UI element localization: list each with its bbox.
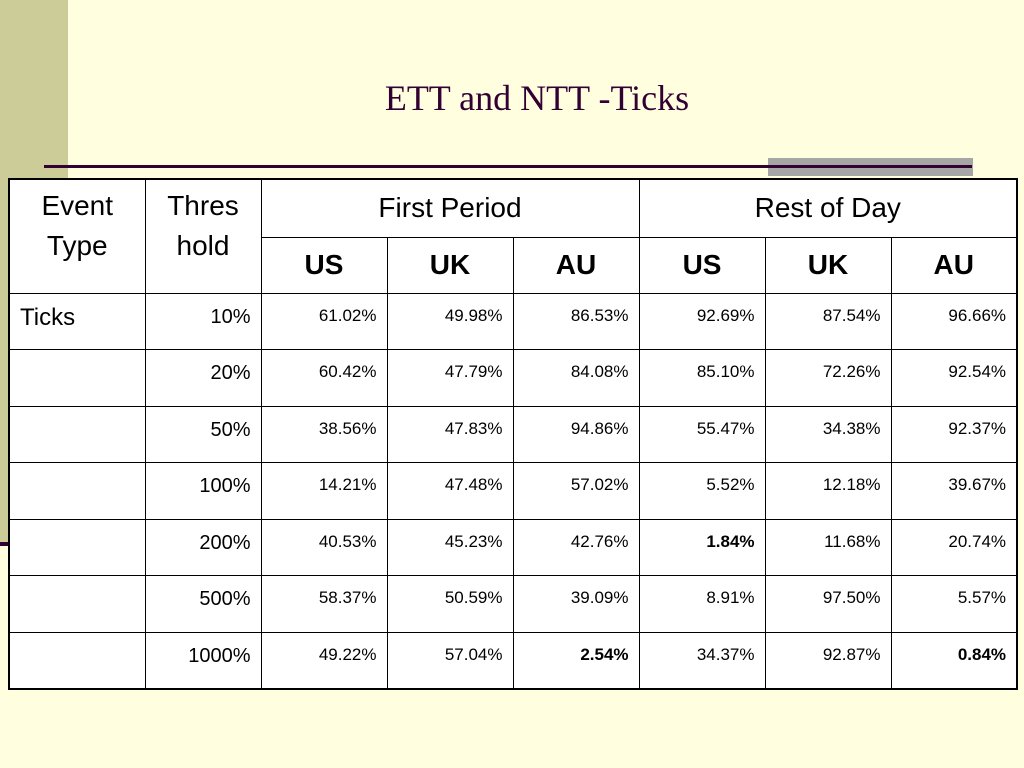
event-type-cell (8, 405, 146, 463)
value-cell: 47.83% (386, 405, 514, 463)
title-rule (44, 165, 972, 168)
value-cell: 49.22% (260, 631, 388, 689)
header-market: AU (890, 236, 1018, 294)
value-cell: 5.57% (890, 575, 1018, 633)
header-row-1: Event Type Thres hold First Period Rest … (8, 178, 1018, 294)
table-row: 500% 58.37% 50.59% 39.09% 8.91% 97.50% 5.57% (8, 575, 1018, 633)
header-market: US (638, 236, 766, 294)
value-cell: 38.56% (260, 405, 388, 463)
threshold-cell: 100% (144, 462, 262, 520)
value-cell: 47.48% (386, 462, 514, 520)
value-cell: 92.69% (638, 292, 766, 350)
value-cell: 39.09% (512, 575, 640, 633)
value-cell: 50.59% (386, 575, 514, 633)
threshold-cell: 10% (144, 292, 262, 350)
value-cell: 94.86% (512, 405, 640, 463)
value-cell: 12.18% (764, 462, 892, 520)
event-type-cell (8, 349, 146, 407)
value-cell: 49.98% (386, 292, 514, 350)
value-cell: 86.53% (512, 292, 640, 350)
value-cell: 57.04% (386, 631, 514, 689)
table-row: 100% 14.21% 47.48% 57.02% 5.52% 12.18% 39.67% (8, 462, 1018, 520)
value-cell: 42.76% (512, 518, 640, 576)
threshold-cell: 50% (144, 405, 262, 463)
table-row: Ticks 10% 61.02% 49.98% 86.53% 92.69% 87.54% 96… (8, 292, 1018, 350)
value-cell: 45.23% (386, 518, 514, 576)
table-row: 1000% 49.22% 57.04% 2.54% 34.37% 92.87% 0.84% (8, 631, 1018, 689)
table-row: 200% 40.53% 45.23% 42.76% 1.84% 11.68% 20.74% (8, 518, 1018, 576)
header-event-type: Event Type (8, 178, 146, 294)
header-rest-of-day: Rest of Day (638, 178, 1018, 238)
value-cell: 34.37% (638, 631, 766, 689)
header-market: US (260, 236, 388, 294)
event-type-cell (8, 518, 146, 576)
header-market: AU (512, 236, 640, 294)
value-cell: 87.54% (764, 292, 892, 350)
table-row: 20% 60.42% 47.79% 84.08% 85.10% 72.26% 92.54% (8, 349, 1018, 407)
value-cell: 96.66% (890, 292, 1018, 350)
threshold-cell: 1000% (144, 631, 262, 689)
value-cell: 92.87% (764, 631, 892, 689)
value-cell: 20.74% (890, 518, 1018, 576)
threshold-cell: 200% (144, 518, 262, 576)
results-table: Event Type Thres hold First Period Rest … (8, 178, 1019, 690)
value-cell: 60.42% (260, 349, 388, 407)
value-cell: 57.02% (512, 462, 640, 520)
value-cell: 58.37% (260, 575, 388, 633)
event-type-cell: Ticks (8, 292, 146, 350)
value-cell: 40.53% (260, 518, 388, 576)
event-type-cell (8, 631, 146, 689)
value-cell: 1.84% (638, 518, 766, 576)
header-market: UK (386, 236, 514, 294)
value-cell: 61.02% (260, 292, 388, 350)
value-cell: 92.54% (890, 349, 1018, 407)
value-cell: 5.52% (638, 462, 766, 520)
value-cell: 72.26% (764, 349, 892, 407)
slide-title: ETT and NTT -Ticks (384, 78, 690, 118)
value-cell: 92.37% (890, 405, 1018, 463)
header-first-period: First Period (260, 178, 640, 238)
value-cell: 8.91% (638, 575, 766, 633)
table-body: Ticks 10% 61.02% 49.98% 86.53% 92.69% 87.54% 96… (8, 292, 1018, 689)
value-cell: 0.84% (890, 631, 1018, 689)
threshold-cell: 500% (144, 575, 262, 633)
threshold-cell: 20% (144, 349, 262, 407)
value-cell: 11.68% (764, 518, 892, 576)
value-cell: 47.79% (386, 349, 514, 407)
value-cell: 85.10% (638, 349, 766, 407)
table-row: 50% 38.56% 47.83% 94.86% 55.47% 34.38% 92.37% (8, 405, 1018, 463)
value-cell: 14.21% (260, 462, 388, 520)
value-cell: 55.47% (638, 405, 766, 463)
header-row-2: US UK AU US UK AU (9, 236, 1018, 294)
event-type-cell (8, 575, 146, 633)
event-type-cell (8, 462, 146, 520)
value-cell: 97.50% (764, 575, 892, 633)
value-cell: 39.67% (890, 462, 1018, 520)
value-cell: 34.38% (764, 405, 892, 463)
value-cell: 2.54% (512, 631, 640, 689)
header-threshold: Thres hold (144, 178, 262, 294)
header-market: UK (764, 236, 892, 294)
value-cell: 84.08% (512, 349, 640, 407)
